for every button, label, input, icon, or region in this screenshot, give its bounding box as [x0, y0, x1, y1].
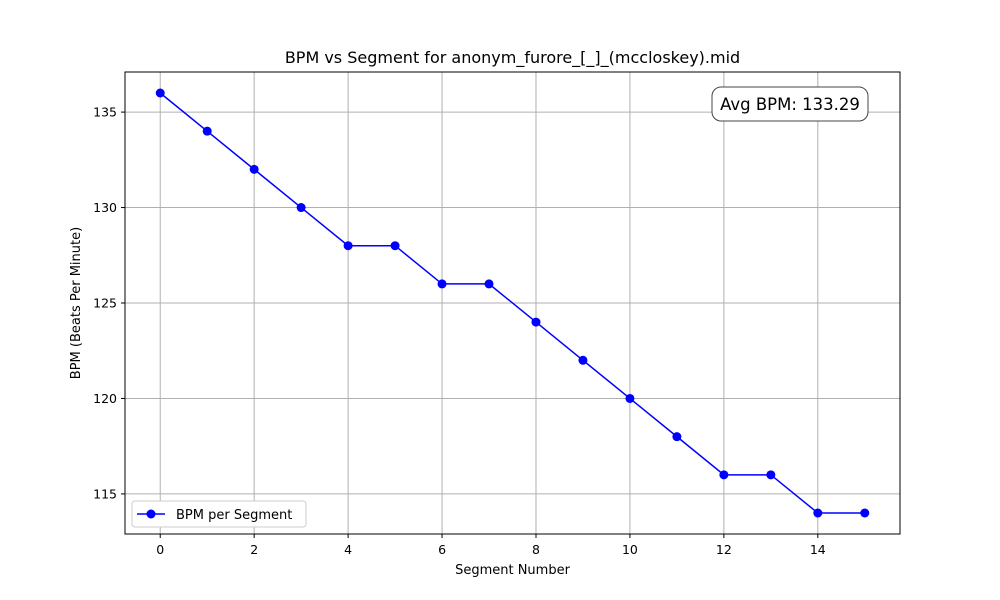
data-point [437, 279, 447, 289]
annotation-box [711, 86, 869, 122]
y-tick-label: 135 [93, 105, 117, 120]
y-tick-label: 125 [93, 296, 117, 311]
legend-box [131, 500, 307, 528]
data-point [531, 317, 541, 327]
data-point [766, 470, 776, 480]
x-tick-label: 14 [810, 542, 826, 557]
data-point [813, 508, 823, 518]
y-tick-label: 120 [93, 391, 117, 406]
data-point [484, 279, 494, 289]
data-point [343, 241, 353, 251]
x-tick-label: 4 [344, 542, 352, 557]
data-point [578, 355, 588, 365]
data-point [390, 241, 400, 251]
data-point [249, 164, 259, 174]
data-point [860, 508, 870, 518]
series-layer [155, 88, 870, 518]
x-axis-ticks: 0 2 4 6 8 10 12 14 [156, 534, 826, 557]
x-tick-label: 2 [250, 542, 258, 557]
x-tick-label: 12 [716, 542, 732, 557]
data-point [672, 432, 682, 442]
data-point [719, 470, 729, 480]
annotation-text: Avg BPM: 133.29 [720, 95, 860, 114]
legend-label: BPM per Segment [176, 508, 292, 523]
y-tick-label: 115 [93, 486, 117, 501]
data-point [202, 126, 212, 136]
x-tick-label: 10 [622, 542, 638, 557]
x-axis-label: Segment Number [455, 563, 571, 578]
y-tick-label: 130 [93, 200, 117, 215]
data-point [296, 203, 306, 213]
legend: BPM per Segment [131, 500, 307, 528]
chart-title: BPM vs Segment for anonym_furore_[_]_(mc… [285, 48, 740, 68]
average-annotation: Avg BPM: 133.29 [711, 86, 869, 122]
data-point [625, 393, 635, 403]
legend-marker-swatch [146, 509, 156, 519]
x-tick-label: 8 [532, 542, 540, 557]
data-point [155, 88, 165, 98]
series-line [159, 92, 865, 514]
x-tick-label: 0 [156, 542, 164, 557]
x-tick-label: 6 [438, 542, 446, 557]
y-axis-label: BPM (Beats Per Minute) [69, 227, 84, 379]
y-axis-ticks: 115 120 125 130 135 [93, 105, 125, 501]
